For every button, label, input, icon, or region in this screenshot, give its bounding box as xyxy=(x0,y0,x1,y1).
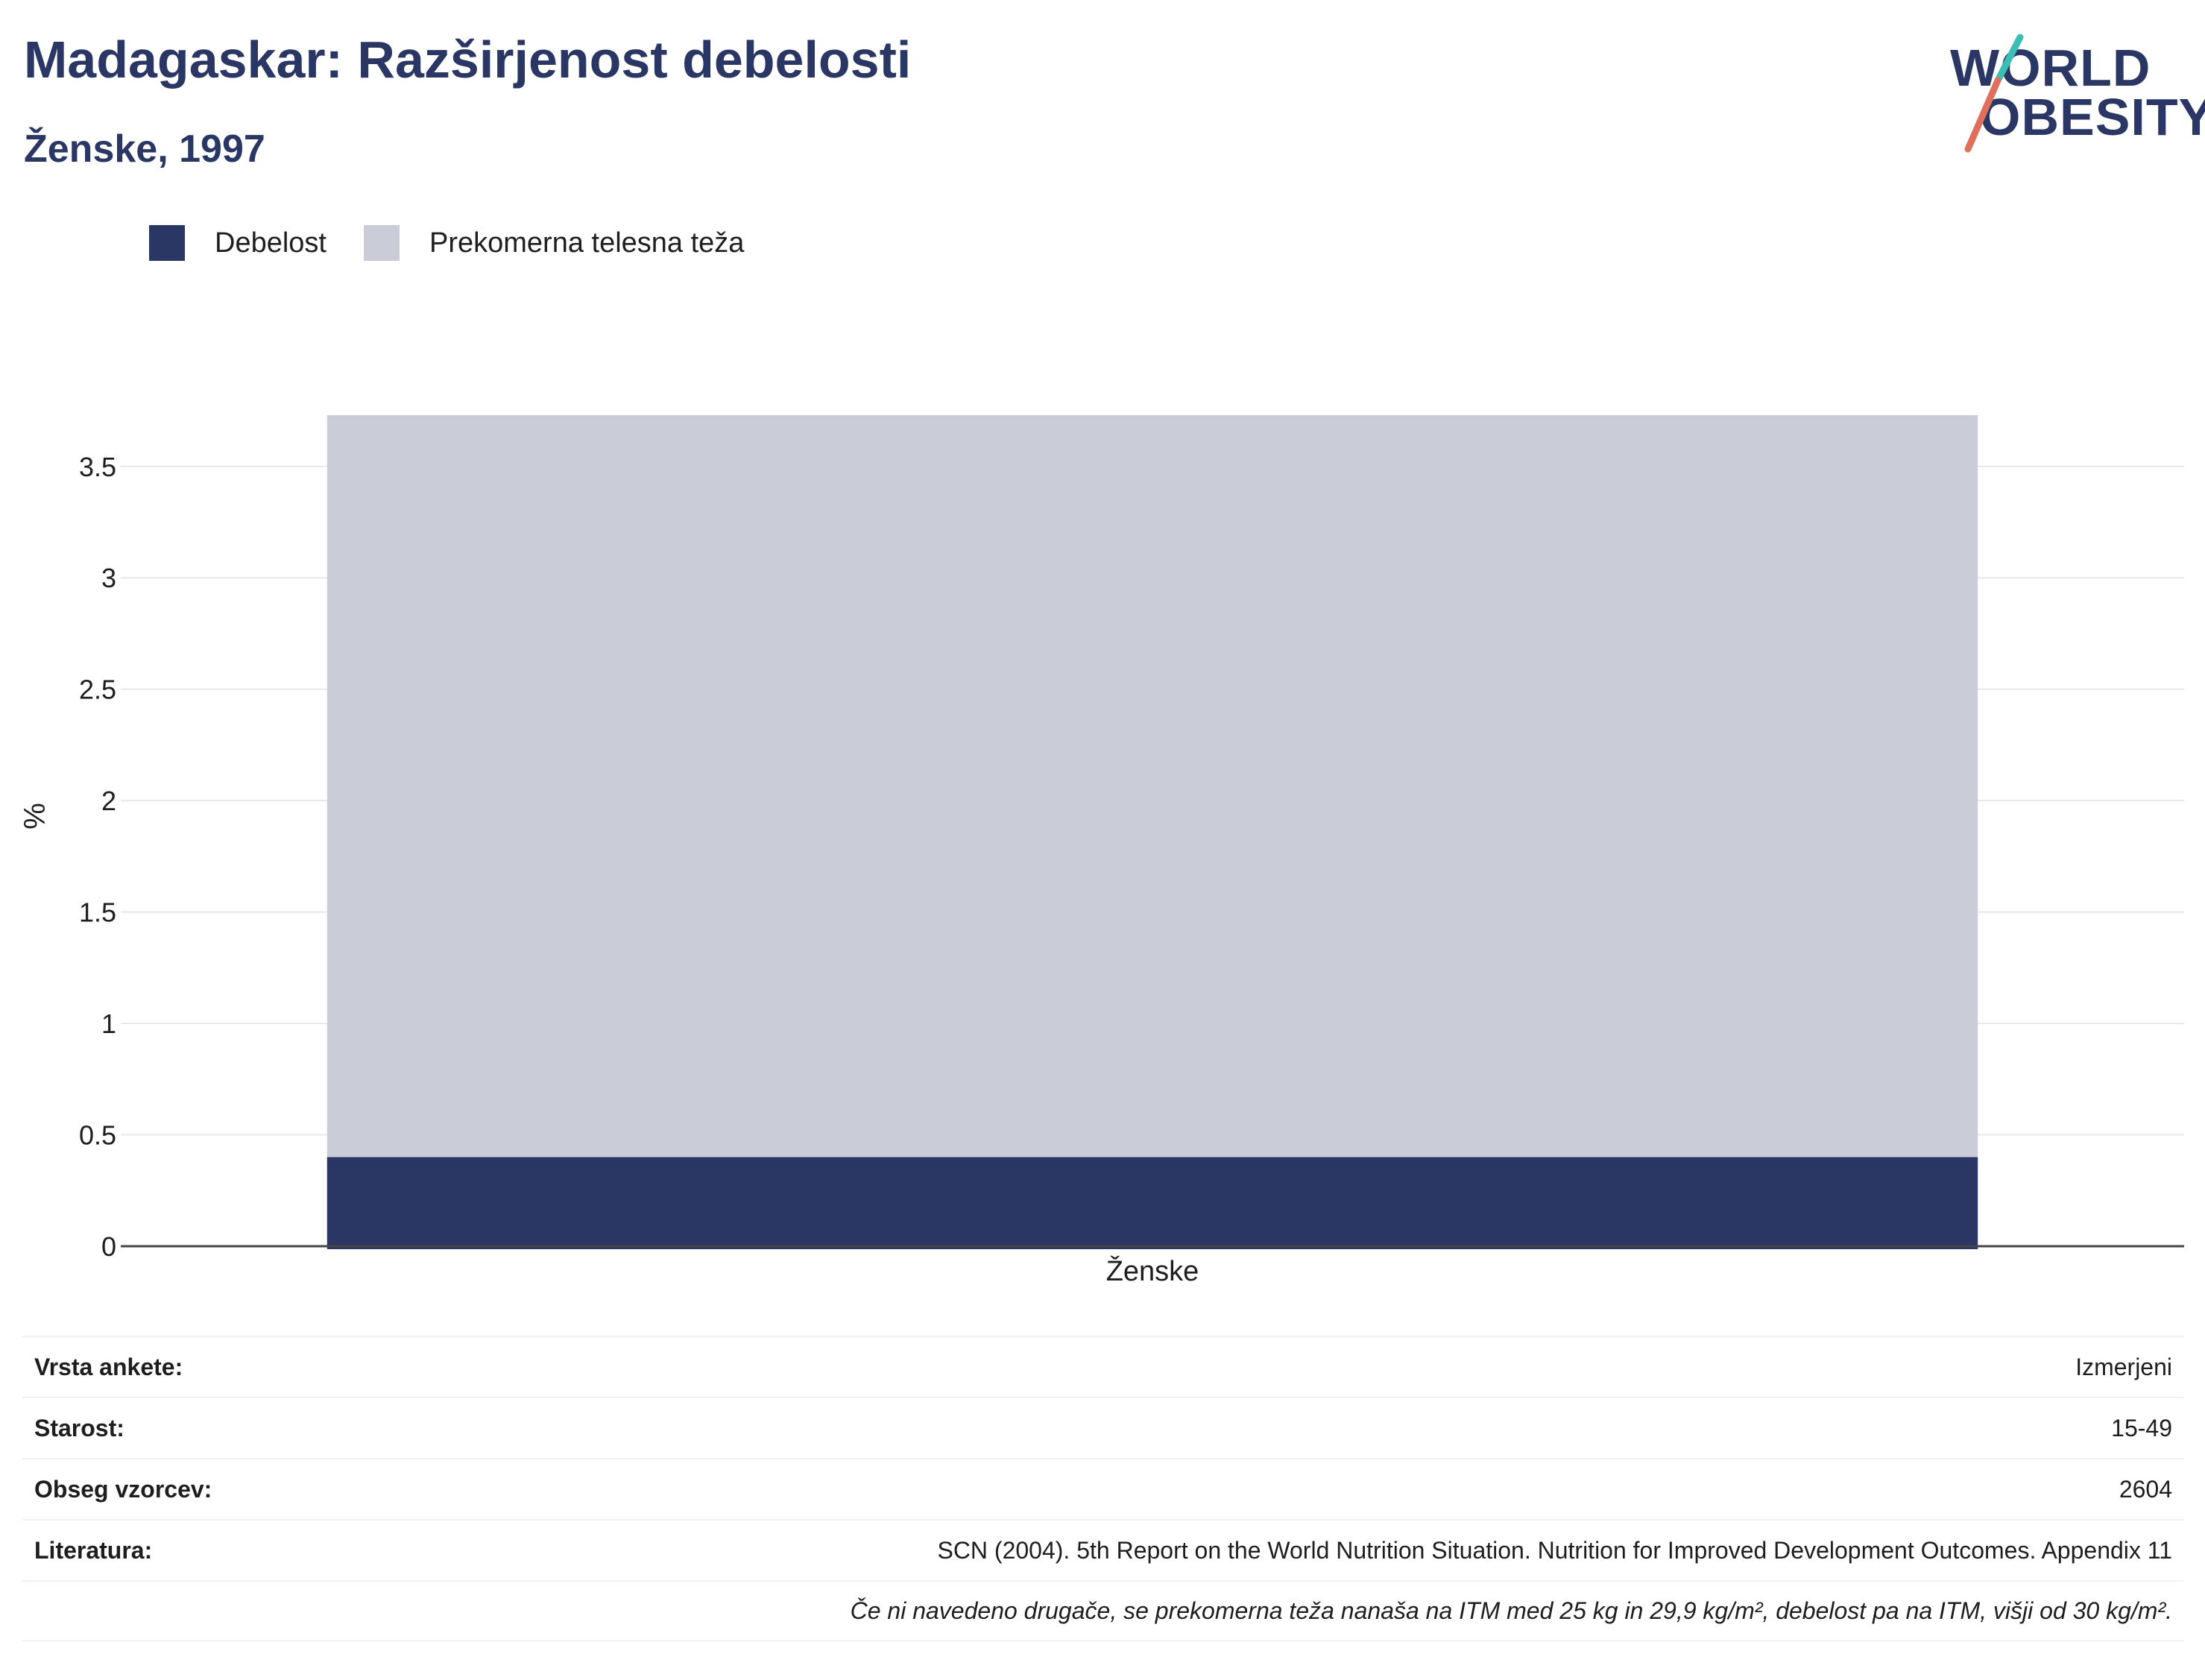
info-value: SCN (2004). 5th Report on the World Nutr… xyxy=(937,1536,2172,1564)
y-tick-label: 1 xyxy=(101,1008,116,1039)
y-tick-label: 0.5 xyxy=(79,1120,116,1151)
legend-item-overweight[interactable]: Prekomerna telesna teža xyxy=(363,225,745,261)
info-row-survey-type: Vrsta ankete: Izmerjeni xyxy=(22,1336,2184,1397)
y-tick-label: 3 xyxy=(101,563,116,593)
definition-note: Če ni navedeno drugače, se prekomerna te… xyxy=(22,1580,2184,1641)
info-key: Vrsta ankete: xyxy=(34,1353,183,1380)
bar-chart: 0 0.5 1 1.5 2 2.5 3 3.5 Ženske% xyxy=(19,415,2184,1287)
logo-slash-icon xyxy=(1964,34,2024,153)
logo-word-2: OBESITY xyxy=(1980,88,2205,146)
info-row-reference: Literatura: SCN (2004). 5th Report on th… xyxy=(22,1519,2184,1580)
info-key: Literatura: xyxy=(34,1536,153,1564)
bar-overweight xyxy=(327,415,1978,1158)
x-tick-label: Ženske xyxy=(1106,1255,1199,1287)
logo-word-1: WORLD xyxy=(1950,39,2151,97)
info-value: 15-49 xyxy=(2111,1414,2172,1441)
info-key: Starost: xyxy=(34,1414,124,1441)
bar-obesity xyxy=(327,1157,1978,1249)
legend-swatch-obesity xyxy=(149,225,185,261)
info-value: Izmerjeni xyxy=(2075,1353,2172,1380)
y-tick-label: 0 xyxy=(101,1231,116,1262)
y-tick-label: 2 xyxy=(101,786,116,816)
legend-item-obesity[interactable]: Debelost xyxy=(149,225,327,261)
survey-info-table: Vrsta ankete: Izmerjeni Starost: 15-49 O… xyxy=(22,1336,2184,1641)
y-tick-label: 3.5 xyxy=(79,452,116,482)
legend-label-obesity: Debelost xyxy=(215,227,327,259)
legend-label-overweight: Prekomerna telesna teža xyxy=(429,227,745,259)
chart-subtitle: Ženske, 1997 xyxy=(24,127,265,171)
world-obesity-logo: WORLD OBESITY xyxy=(1946,22,2205,157)
info-row-sample-size: Obseg vzorcev: 2604 xyxy=(22,1458,2184,1519)
legend-swatch-overweight xyxy=(363,225,400,261)
chart-title: Madagaskar: Razširjenost debelosti xyxy=(24,31,912,89)
y-tick-label: 2.5 xyxy=(79,675,116,705)
info-key: Obseg vzorcev: xyxy=(34,1475,212,1503)
info-value: 2604 xyxy=(2119,1475,2172,1503)
info-row-age: Starost: 15-49 xyxy=(22,1397,2184,1458)
y-axis-title: % xyxy=(19,803,51,830)
chart-legend: Debelost Prekomerna telesna teža xyxy=(149,221,781,265)
y-tick-label: 1.5 xyxy=(79,897,116,928)
